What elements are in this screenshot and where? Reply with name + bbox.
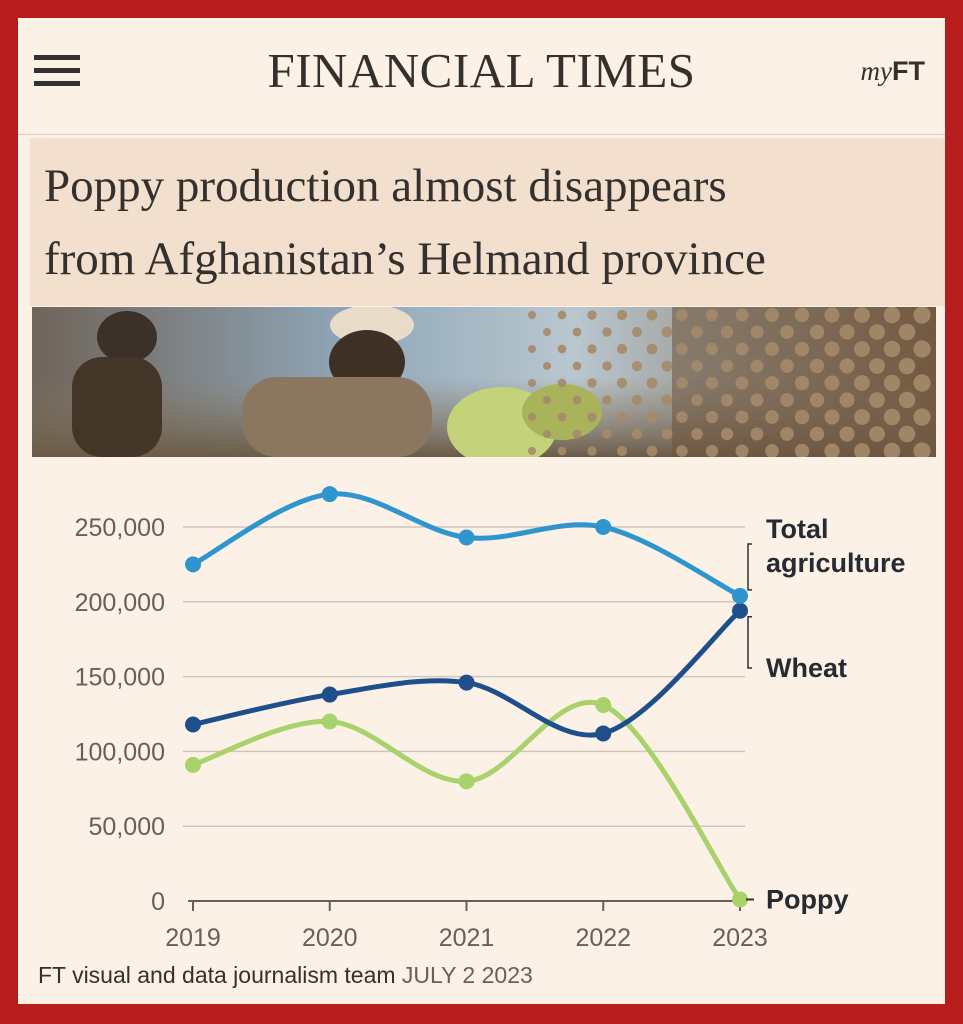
x-tick-label: 2021 bbox=[439, 924, 495, 952]
data-point-wheat bbox=[321, 686, 338, 703]
headline-box: Poppy production almost disappears from … bbox=[30, 138, 945, 306]
y-tick-label: 50,000 bbox=[89, 813, 165, 841]
myft-link[interactable]: myFT bbox=[861, 56, 925, 87]
data-point-poppy bbox=[595, 697, 612, 714]
myft-ft: FT bbox=[892, 56, 925, 86]
x-tick-label: 2019 bbox=[165, 924, 221, 952]
hamburger-menu-icon[interactable] bbox=[34, 55, 80, 87]
source-credit: FT visual and data journalism team JULY … bbox=[38, 962, 533, 989]
data-point-total-agriculture bbox=[458, 529, 475, 546]
myft-my: my bbox=[860, 56, 892, 86]
x-tick-label: 2020 bbox=[302, 924, 358, 952]
y-tick-label: 0 bbox=[151, 888, 165, 916]
data-point-poppy bbox=[185, 756, 201, 773]
series-line-poppy bbox=[190, 700, 743, 903]
article-headline: Poppy production almost disappears from … bbox=[44, 150, 945, 296]
site-header: FINANCIAL TIMES myFT bbox=[18, 18, 945, 135]
x-tick-label: 2023 bbox=[712, 924, 768, 952]
legend-bracket-wheat bbox=[747, 616, 752, 669]
data-point-wheat bbox=[185, 716, 201, 733]
data-point-poppy bbox=[321, 713, 338, 730]
y-tick-label: 150,000 bbox=[75, 664, 165, 692]
data-point-wheat bbox=[458, 674, 475, 691]
x-tick-label: 2022 bbox=[575, 924, 631, 952]
legend-bracket-total-agriculture bbox=[747, 543, 752, 591]
series-line-wheat bbox=[190, 608, 743, 738]
data-point-wheat bbox=[732, 602, 748, 619]
data-point-total-agriculture bbox=[321, 486, 338, 503]
data-point-total-agriculture bbox=[732, 587, 748, 604]
headline-line-1: Poppy production almost disappears bbox=[44, 160, 727, 212]
legend-label-total-agriculture: Total agriculture bbox=[766, 514, 906, 578]
y-tick-label: 100,000 bbox=[75, 738, 165, 766]
data-point-wheat bbox=[595, 725, 612, 742]
data-point-total-agriculture bbox=[595, 519, 612, 535]
line-chart: 0 50,000 100,000 150,000 200,000 250,000 2019… bbox=[75, 486, 906, 952]
hero-image bbox=[32, 307, 936, 457]
headline-line-2: from Afghanistan’s Helmand province bbox=[44, 233, 766, 285]
y-tick-label: 250,000 bbox=[75, 514, 165, 542]
y-tick-label: 200,000 bbox=[75, 589, 165, 617]
masthead-logo[interactable]: FINANCIAL TIMES bbox=[267, 43, 696, 98]
source-text: FT visual and data journalism team bbox=[38, 962, 396, 988]
legend-label-poppy: Poppy bbox=[766, 885, 849, 915]
data-point-poppy bbox=[732, 891, 748, 908]
publish-date: JULY 2 2023 bbox=[401, 962, 533, 988]
page-frame: FINANCIAL TIMES myFT Poppy production al… bbox=[18, 18, 945, 1004]
legend-label-wheat: Wheat bbox=[766, 653, 847, 683]
data-point-total-agriculture bbox=[185, 556, 201, 573]
data-point-poppy bbox=[458, 773, 475, 790]
